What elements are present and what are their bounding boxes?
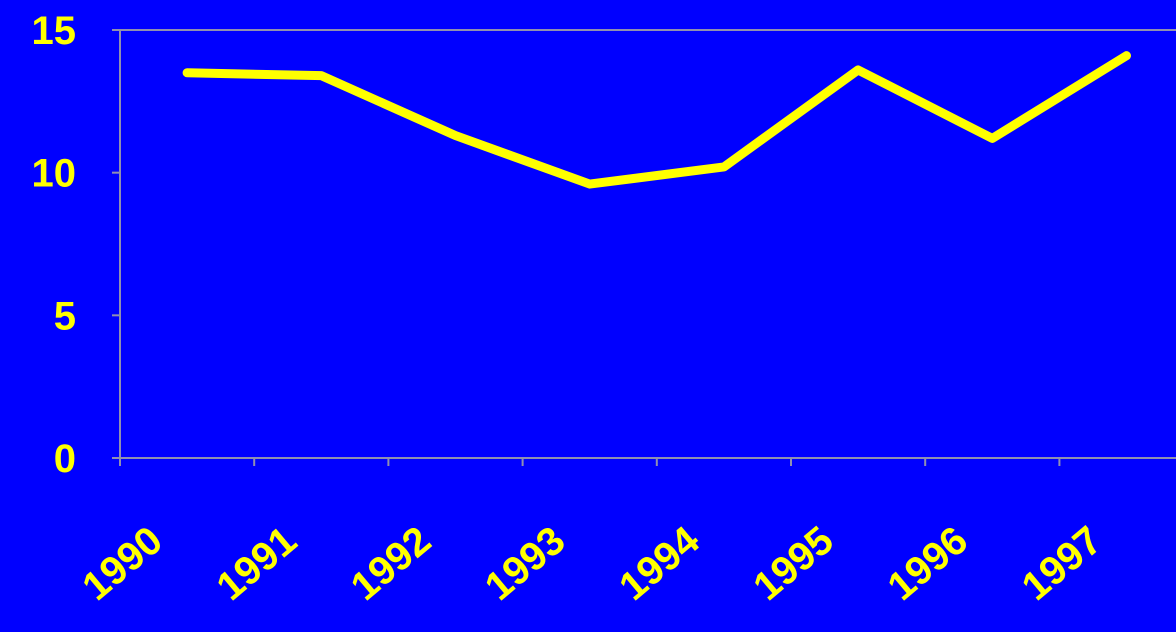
y-tick-label: 0 xyxy=(54,437,76,481)
y-tick-label: 5 xyxy=(54,294,76,338)
line-series xyxy=(182,51,1131,189)
plot-area xyxy=(119,29,1176,459)
y-tick-label: 10 xyxy=(32,152,77,196)
y-tick-label: 15 xyxy=(32,9,77,53)
